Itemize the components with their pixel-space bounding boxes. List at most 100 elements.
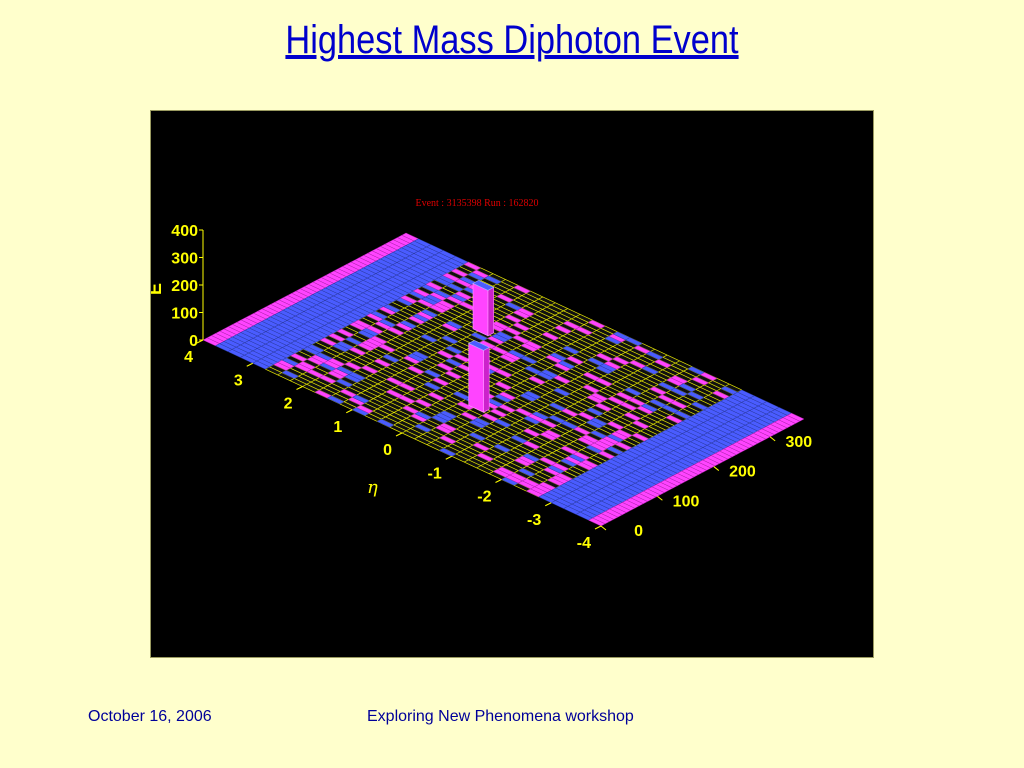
lego-cell: [562, 345, 580, 355]
lego-cell: [373, 358, 392, 368]
lego-cell: [551, 462, 570, 472]
eta-tick: [395, 432, 403, 437]
lego-cell: [543, 429, 562, 439]
lego-cell: [437, 300, 456, 309]
eta-tick: [346, 409, 353, 414]
lego-cell: [553, 375, 571, 384]
lego-cell: [786, 412, 805, 422]
lego-cell: [439, 435, 457, 445]
lego-cell: [411, 351, 430, 360]
lego-cell: [351, 394, 370, 404]
lego-cell: [641, 365, 660, 375]
lego-cell: [454, 291, 473, 300]
energy-tick-label: 100: [171, 306, 198, 323]
eta-axis-label: η: [367, 477, 378, 498]
lego-cell: [640, 403, 659, 413]
lego-cell: [512, 322, 531, 332]
eta-tick-label: -3: [527, 512, 541, 529]
lego-cell: [594, 402, 613, 412]
phi-tick: [657, 495, 663, 501]
lego-cell: [513, 285, 531, 294]
grid-line-phi: [459, 266, 734, 395]
lego-cell: [472, 417, 491, 427]
lego-cell: [670, 375, 689, 384]
lego-cell: [504, 314, 522, 324]
lego-cell: [436, 362, 455, 372]
event-run-label: Event : 3135398 Run : 162820: [415, 198, 538, 209]
energy-tower-photon-1: [468, 340, 490, 413]
lego-cell: [566, 356, 584, 365]
lego-cell: [360, 365, 379, 374]
lego-cell: [587, 319, 606, 329]
lego-cell: [376, 418, 395, 428]
lego-cell: [414, 423, 432, 433]
grid-line-phi: [383, 306, 658, 435]
eta-tick-label: -2: [477, 489, 491, 506]
slide-title: Highest Mass Diphoton Event: [285, 18, 739, 62]
eta-tick-label: 0: [383, 442, 392, 459]
lego-cell: [631, 420, 650, 429]
lego-cell: [423, 381, 442, 391]
lego-plot-panel: Event : 3135398 Run : 162820 E η 0100200…: [150, 110, 874, 658]
plot-axes: E η 0 100 200 300 400 4 3 2 1 0 -1 -2 -3 -4 0 100 200 300: [151, 223, 812, 552]
energy-tower-photon-2: [472, 280, 495, 337]
lego-cell: [686, 391, 705, 400]
grid-line-phi: [315, 341, 590, 471]
lego-cell: [370, 310, 389, 320]
tower-side-face: [472, 282, 489, 337]
lego-cell: [606, 421, 625, 430]
eta-tick: [495, 479, 502, 483]
lego-cell: [520, 355, 538, 365]
lego-cell: [472, 442, 491, 452]
lego-cell: [516, 307, 535, 317]
eta-tick: [445, 455, 452, 460]
lego-cell: [425, 281, 444, 291]
lego-cell: [439, 422, 458, 432]
lego-cell: [414, 398, 433, 408]
lego-cell: [444, 370, 463, 380]
lego-cell: [554, 325, 572, 334]
eta-tick-label: 3: [234, 372, 243, 389]
lego-cell: [420, 309, 439, 318]
lego-cell: [522, 440, 541, 450]
lego-cell: [586, 407, 604, 416]
lego-cell: [468, 432, 487, 441]
lego-cell: [484, 275, 502, 285]
energy-tick-label: 0: [189, 333, 198, 350]
lego-cell: [503, 327, 522, 336]
footer-workshop-name: Exploring New Phenomena workshop: [367, 708, 634, 725]
lego-cell: [645, 351, 664, 360]
lego-cell: [523, 390, 542, 400]
lego-cell: [439, 410, 458, 420]
lego-cell: [444, 345, 463, 355]
lego-cell: [594, 377, 613, 387]
eta-tick: [246, 362, 253, 367]
lego-cell: [298, 361, 316, 370]
lego-cell: [431, 377, 450, 386]
lego-cell: [438, 447, 457, 457]
lego-cell: [355, 405, 374, 414]
lego-cell: [348, 347, 367, 356]
lego-cell: [382, 354, 400, 363]
lego-cell: [378, 343, 396, 353]
lego-cell: [653, 359, 672, 368]
tower-front-face: [487, 286, 494, 337]
phi-tick: [600, 525, 607, 531]
lego-cell: [420, 334, 438, 343]
lego-cell: [498, 391, 517, 401]
lego-cell: [557, 360, 576, 370]
lego-cell: [386, 326, 405, 336]
lego-cell: [427, 392, 446, 401]
energy-cells: [202, 232, 805, 527]
energy-axis-label: E: [151, 283, 165, 295]
energy-towers: [468, 280, 495, 413]
lego-cell: [669, 400, 688, 409]
lego-cell: [326, 395, 345, 405]
grid-line-phi: [379, 308, 654, 438]
lego-cell: [575, 326, 593, 336]
eta-tick-label: 1: [333, 419, 342, 436]
lego-cell: [489, 408, 508, 418]
eta-tick: [296, 386, 303, 390]
lego-cell: [572, 451, 591, 461]
lego-cell: [445, 320, 464, 330]
